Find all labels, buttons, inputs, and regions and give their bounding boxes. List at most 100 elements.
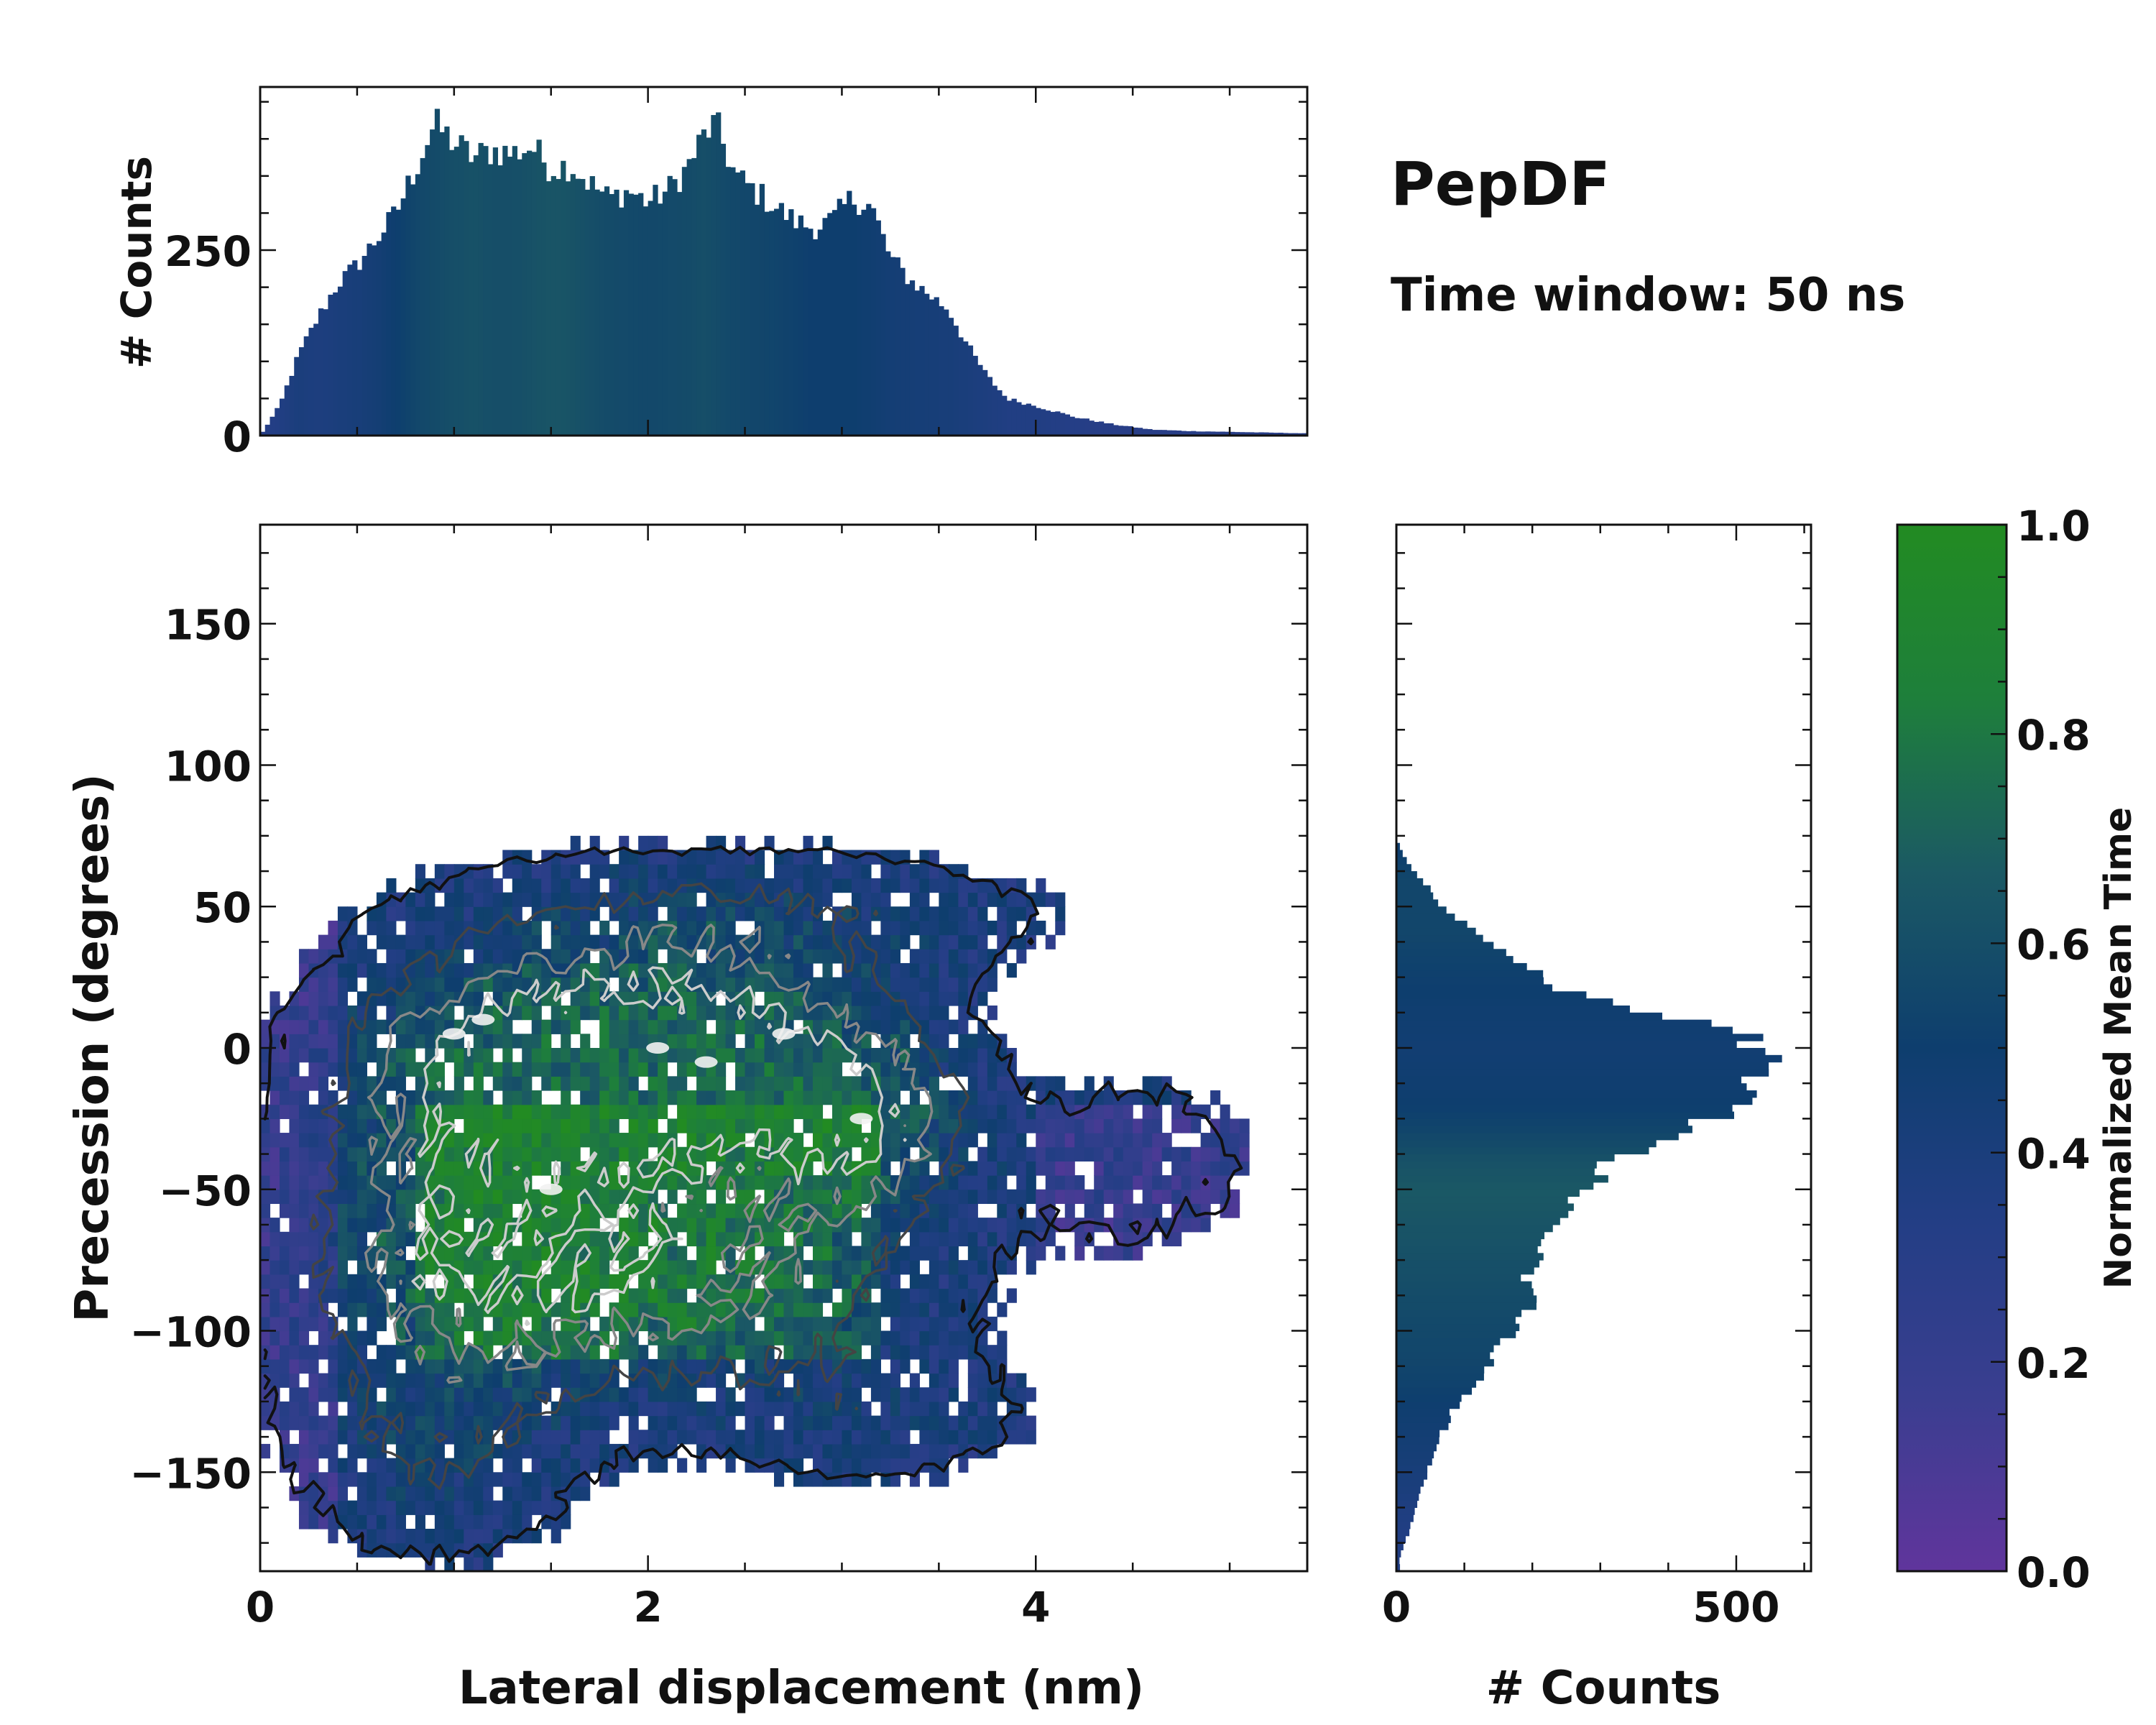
heatmap-cell [356,1246,367,1261]
heatmap-cell [628,1302,639,1317]
heatmap-cell [706,835,717,851]
heatmap-cell [502,1486,513,1501]
heatmap-cell [1036,1246,1046,1261]
heatmap-cell [628,1019,639,1034]
heatmap-cell [356,949,367,964]
heatmap-cell [619,1330,630,1346]
top-histogram-bar [861,209,867,436]
heatmap-cell [502,1500,513,1515]
heatmap-cell [658,1401,668,1417]
heatmap-cell [842,1415,852,1430]
contour-peak [849,1113,873,1125]
heatmap-cell [415,1090,425,1105]
heatmap-cell [1055,1118,1066,1133]
heatmap-cell [367,1048,377,1063]
heatmap-cell [987,1387,998,1402]
heatmap-cell [677,1260,688,1275]
heatmap-cell [725,1458,736,1473]
heatmap-cell [512,1387,522,1402]
top-histogram-bar [614,189,619,436]
heatmap-cell [483,1557,494,1571]
heatmap-cell [453,1330,464,1346]
heatmap-cell [522,878,533,893]
heatmap-cell [1016,892,1027,907]
heatmap-cell [861,1330,872,1346]
heatmap-cell [522,1076,533,1091]
heatmap-cell [337,1161,349,1176]
heatmap-cell [706,850,717,865]
heatmap-cell [803,1189,814,1205]
heatmap-cell [453,1401,464,1417]
heatmap-cell [1094,1104,1105,1119]
heatmap-cell [919,864,930,879]
heatmap-cell [638,1203,649,1218]
heatmap-cell [550,1062,561,1077]
heatmap-cell [464,1387,474,1402]
top-histogram-bar [987,377,993,436]
heatmap-cell [909,949,920,964]
heatmap-cell [415,906,425,921]
heatmap-cell [279,1175,290,1190]
heatmap-cell [822,949,833,964]
heatmap-cell [473,1415,484,1430]
top-histogram-bar [434,109,441,436]
right-histogram-bar [1396,956,1514,964]
heatmap-cell [939,1118,949,1133]
heatmap-cell [677,1090,688,1105]
heatmap-cell [987,1133,998,1148]
heatmap-cell [386,1218,397,1233]
heatmap-cell [822,1430,833,1445]
heatmap-cell [580,934,591,949]
heatmap-cell [386,1062,397,1077]
heatmap-cell [541,1133,552,1148]
heatmap-cell [997,1118,1008,1133]
heatmap-cell [386,1246,397,1261]
heatmap-cell [745,1358,755,1374]
heatmap-cell [589,1175,600,1190]
heatmap-cell [376,1528,387,1544]
heatmap-cell [512,1358,522,1374]
heatmap-cell [658,1458,668,1473]
right-histogram-bar [1396,1118,1689,1126]
heatmap-cell [909,906,920,921]
heatmap-cell [356,1175,367,1190]
heatmap-cell [1239,1133,1250,1148]
heatmap-cell [1036,878,1046,893]
heatmap-cell [531,1458,542,1473]
heatmap-cell [1016,1161,1027,1176]
heatmap-cell [464,906,474,921]
heatmap-cell [919,1415,930,1430]
top-histogram-bar [361,256,367,436]
heatmap-cell [919,991,930,1006]
heatmap-cell [755,850,765,865]
heatmap-cell [570,1401,581,1417]
heatmap-cell [686,1118,697,1133]
top-histogram-bar [1016,402,1022,436]
heatmap-cell [929,1358,939,1374]
heatmap-cell [831,1104,843,1119]
heatmap-cell [1026,1104,1036,1119]
heatmap-cell [851,1090,862,1105]
top-histogram-bar [517,159,522,436]
heatmap-cell [812,934,824,949]
right-histogram-bar [1396,1373,1484,1381]
main-y-tick-label: −50 [159,1167,252,1215]
top-histogram-bar [594,189,600,436]
heatmap-cell [909,892,920,907]
heatmap-cell [541,864,552,879]
heatmap-cell [774,1189,785,1205]
heatmap-cell [1103,1104,1114,1119]
heatmap-cell [502,1514,513,1530]
heatmap-cell [570,1005,581,1021]
heatmap-cell [444,1500,455,1515]
heatmap-cell [677,1104,688,1119]
heatmap-cell [337,1345,349,1360]
heatmap-cell [667,906,678,921]
heatmap-cell [337,1146,349,1162]
top-histogram-bar [958,337,964,436]
heatmap-cell [492,1387,503,1402]
heatmap-cell [1103,1161,1114,1176]
heatmap-cell [1064,1133,1075,1148]
heatmap-cell [270,1133,280,1148]
heatmap-cell [1036,1146,1046,1162]
